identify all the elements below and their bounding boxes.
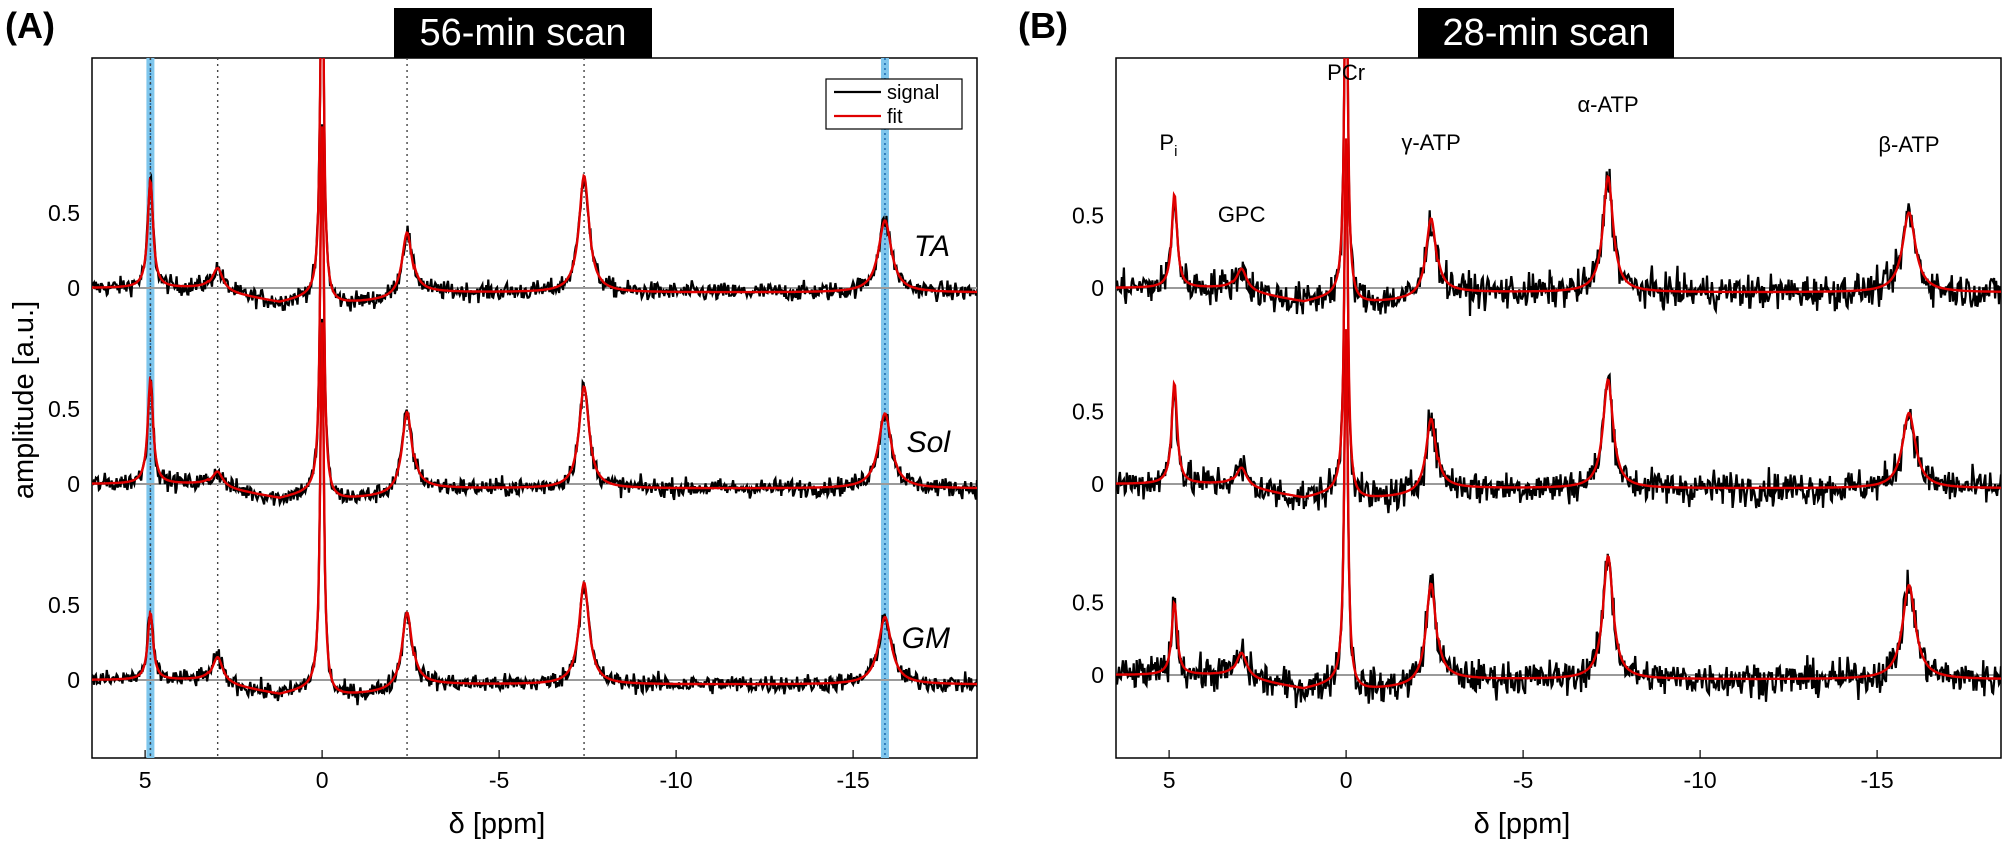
- peak-annotation-0: Pi: [1159, 130, 1177, 160]
- panel-b-plot-frame: [1115, 57, 2002, 759]
- signal-trace-row-1: [92, 124, 977, 508]
- row-label-0: TA: [914, 230, 950, 263]
- fit-trace-row-0: [92, 58, 977, 303]
- y-tick-label-row2-1: 0: [67, 667, 80, 693]
- legend-signal-label: signal: [887, 82, 939, 104]
- peak-annotation-sub-0: i: [1174, 143, 1177, 160]
- panel-b-x-axis-label: δ [ppm]: [1474, 808, 1571, 840]
- signal-trace-row-2: [92, 318, 977, 706]
- y-tick-label-row0-0: 0.5: [1072, 203, 1104, 229]
- panel-a: (A) 56-min scan 0.500.500.50 5 0 -5 -10 -15 …: [5, 5, 978, 840]
- fit-trace-row-0: [1116, 58, 2001, 303]
- row-label-2: GM: [902, 622, 950, 655]
- legend-box: [825, 78, 963, 130]
- panel-a-x-ticks: 5 0 -5 -10 -15: [139, 750, 870, 793]
- y-tick-label-row1-1: 0: [67, 471, 80, 497]
- peak-annotation-2: PCr: [1327, 60, 1365, 85]
- x-tick-label-4: -15: [1860, 767, 1893, 793]
- panel-a-letter: (A): [5, 5, 55, 46]
- x-tick-label-2: -5: [489, 767, 509, 793]
- panel-b-x-ticks: 5 0 -5 -10 -15: [1163, 750, 1894, 793]
- panel-a-y-axis-label: amplitude [a.u.]: [8, 301, 40, 499]
- y-tick-label-row2-1: 0: [1091, 662, 1104, 688]
- y-tick-label-row0-1: 0: [67, 275, 80, 301]
- panel-b-title: 28-min scan: [1443, 12, 1650, 54]
- y-tick-label-row1-0: 0.5: [48, 396, 80, 422]
- y-tick-label-row2-0: 0.5: [48, 592, 80, 618]
- panel-a-row-labels: TA Sol GM: [902, 230, 952, 655]
- x-tick-label-3: -10: [659, 767, 692, 793]
- x-tick-label-4: -15: [836, 767, 869, 793]
- panel-b-title-box: [1418, 8, 1674, 58]
- peak-annotation-4: α-ATP: [1577, 92, 1638, 117]
- signal-trace-row-2: [1116, 339, 2001, 709]
- x-tick-label-0: 5: [1163, 767, 1176, 793]
- panel-b-peak-annotations: Pi GPC PCr γ-ATP α-ATP β-ATP: [1159, 60, 1939, 227]
- peak-annotation-5: β-ATP: [1878, 132, 1939, 157]
- fit-trace-row-2: [1116, 329, 2001, 690]
- fit-trace-row-1: [1116, 138, 2001, 499]
- panel-a-highlight-bands: [146, 58, 889, 758]
- fit-trace-row-1: [92, 126, 977, 499]
- y-tick-label-row1-1: 0: [1091, 471, 1104, 497]
- y-tick-label-row1-0: 0.5: [1072, 399, 1104, 425]
- x-tick-label-2: -5: [1513, 767, 1533, 793]
- panel-a-plot-frame: [91, 57, 978, 759]
- panel-a-legend: signal fit: [825, 78, 963, 130]
- panel-b-letter: (B): [1018, 5, 1068, 46]
- peak-annotation-1: GPC: [1218, 202, 1266, 227]
- x-tick-label-3: -10: [1683, 767, 1716, 793]
- panel-a-x-axis-label: δ [ppm]: [449, 808, 546, 840]
- fit-trace-row-2: [92, 322, 977, 695]
- panel-a-title: 56-min scan: [420, 12, 627, 54]
- signal-trace-row-1: [1116, 143, 2001, 514]
- x-tick-label-1: 0: [316, 767, 329, 793]
- panel-a-title-box: [394, 8, 652, 58]
- panel-a-vertical-markers: [149, 58, 585, 758]
- legend-fit-label: fit: [887, 106, 903, 128]
- peak-annotation-3: γ-ATP: [1401, 130, 1460, 155]
- row-label-1: Sol: [907, 426, 952, 459]
- y-tick-label-row0-1: 0: [1091, 275, 1104, 301]
- panel-a-traces: [92, 58, 977, 706]
- signal-trace-row-0: [92, 58, 977, 312]
- y-tick-label-row0-0: 0.5: [48, 200, 80, 226]
- panel-b: (B) 28-min scan 0.500.500.50 5 0 -5 -10 -15 …: [1018, 5, 2002, 840]
- panel-b-traces: [1116, 58, 2001, 709]
- x-tick-label-1: 0: [1340, 767, 1353, 793]
- y-tick-label-row2-0: 0.5: [1072, 590, 1104, 616]
- panel-a-y-ticks: 0.5 0 0.5 0 0.5 0: [48, 200, 80, 693]
- x-tick-label-0: 5: [139, 767, 152, 793]
- panel-b-y-ticks: 0.5 0 0.5 0 0.5 0: [1072, 203, 1104, 689]
